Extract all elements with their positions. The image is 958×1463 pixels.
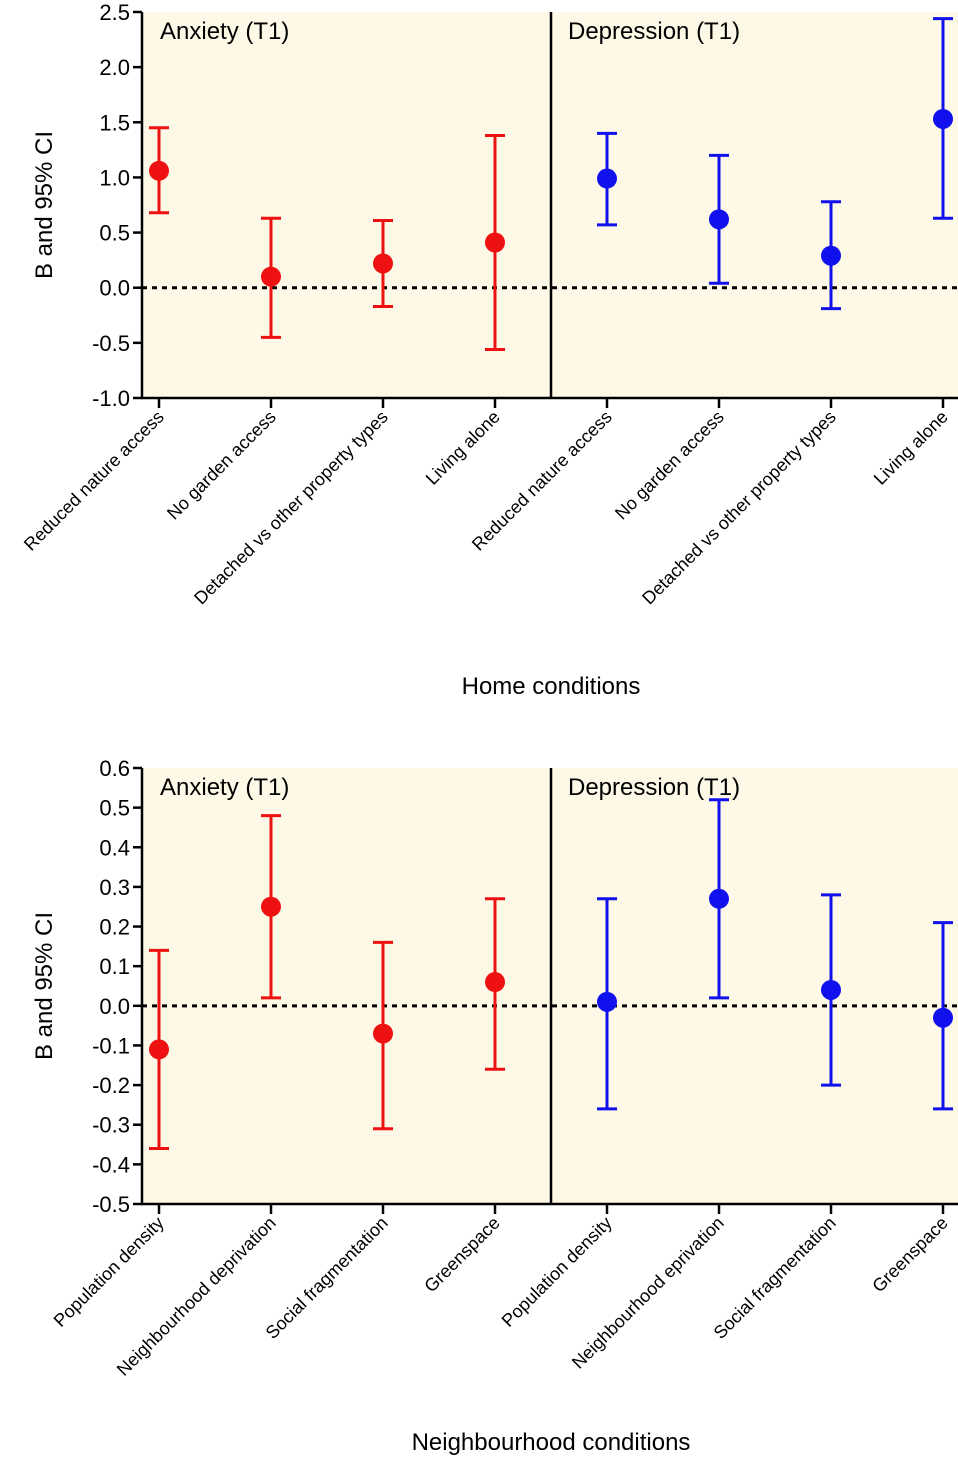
y-tick-label: -0.5 bbox=[92, 331, 130, 356]
y-tick-label: 0.3 bbox=[99, 875, 130, 900]
x-axis-title: Home conditions bbox=[462, 673, 641, 700]
category-label: Reduced nature access bbox=[20, 407, 168, 555]
y-axis-title: B and 95% CI bbox=[31, 131, 58, 279]
neighbourhood-conditions-chart: 0.6 0.5 0.4 0.3 0.2 0.1 0.0 -0.1 -0.2 -0.3 -0.4 -0.… bbox=[31, 756, 958, 1456]
estimate-point bbox=[485, 972, 505, 993]
y-tick-label: -0.1 bbox=[92, 1033, 130, 1058]
panel-label: Depression (T1) bbox=[568, 774, 740, 801]
y-tick-label: -0.4 bbox=[92, 1152, 130, 1177]
y-tick-label: -0.2 bbox=[92, 1073, 130, 1098]
y-tick-label: 0.0 bbox=[99, 276, 130, 301]
category-label: Detached vs other property types bbox=[638, 407, 840, 609]
estimate-point bbox=[821, 245, 841, 266]
category-label: Living alone bbox=[422, 407, 504, 489]
y-tick-label: 0.5 bbox=[99, 796, 130, 821]
estimate-point bbox=[373, 1023, 393, 1044]
y-tick-label: 0.5 bbox=[99, 221, 130, 246]
estimate-point bbox=[261, 896, 281, 917]
category-label: Greenspace bbox=[420, 1213, 503, 1296]
home-conditions-chart: 2.5 2.0 1.5 1.0 0.5 0.0 -0.5 -1.0 B and 95% CI Ho… bbox=[20, 0, 958, 700]
estimate-point bbox=[597, 991, 617, 1012]
category-label: No garden access bbox=[163, 407, 280, 524]
panel-label: Anxiety (T1) bbox=[160, 18, 289, 45]
y-tick-label: 1.5 bbox=[99, 110, 130, 135]
category-label: No garden access bbox=[611, 407, 728, 524]
category-label: Social fragmentation bbox=[262, 1213, 392, 1343]
category-label: Greenspace bbox=[868, 1213, 951, 1296]
y-tick-label: 0.2 bbox=[99, 915, 130, 940]
estimate-point bbox=[821, 979, 841, 1000]
category-label: Social fragmentation bbox=[710, 1213, 840, 1343]
y-tick-label: 2.0 bbox=[99, 55, 130, 80]
estimate-point bbox=[709, 888, 729, 909]
y-tick-label: -0.3 bbox=[92, 1113, 130, 1138]
category-label: Population density bbox=[498, 1213, 616, 1331]
y-tick-label: 1.0 bbox=[99, 165, 130, 190]
y-tick-label: -1.0 bbox=[92, 386, 130, 411]
y-tick-label: 0.6 bbox=[99, 756, 130, 781]
estimate-point bbox=[933, 108, 953, 129]
panel-label: Depression (T1) bbox=[568, 18, 740, 45]
y-tick-label: 0.1 bbox=[99, 954, 130, 979]
y-axis-title: B and 95% CI bbox=[31, 912, 58, 1060]
y-tick-label: 0.0 bbox=[99, 994, 130, 1019]
y-tick-label: -0.5 bbox=[92, 1192, 130, 1217]
x-axis-title: Neighbourhood conditions bbox=[412, 1429, 691, 1456]
estimate-point bbox=[149, 1039, 169, 1060]
panel-label: Anxiety (T1) bbox=[160, 774, 289, 801]
estimate-point bbox=[933, 1007, 953, 1028]
y-tick-label: 2.5 bbox=[99, 0, 130, 25]
estimate-point bbox=[149, 160, 169, 181]
y-tick-label: 0.4 bbox=[99, 835, 130, 860]
estimate-point bbox=[261, 266, 281, 287]
estimate-point bbox=[709, 209, 729, 230]
category-label: Living alone bbox=[870, 407, 952, 489]
category-label: Population density bbox=[50, 1213, 168, 1331]
estimate-point bbox=[373, 253, 393, 274]
estimate-point bbox=[485, 232, 505, 253]
category-label: Detached vs other property types bbox=[190, 407, 392, 609]
estimate-point bbox=[597, 168, 617, 189]
